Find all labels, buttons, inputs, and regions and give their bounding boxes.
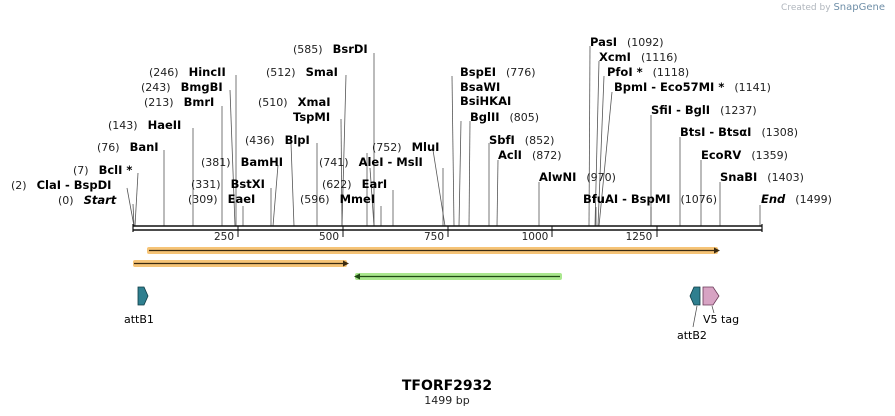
enzyme-label-end[interactable]: End (1499) xyxy=(761,192,832,206)
enzyme-label-bspei[interactable]: BspEI (776) xyxy=(460,65,536,79)
tick-label-750: 750 xyxy=(424,231,444,243)
enzyme-label-smai[interactable]: (512) SmaI xyxy=(266,65,338,79)
enzyme-label-xcmi[interactable]: XcmI (1116) xyxy=(599,50,678,64)
orf-features xyxy=(133,247,720,280)
enzyme-label-bpmi[interactable]: BpmI - Eco57MI * (1141) xyxy=(614,80,771,94)
enzyme-label-bmgbi[interactable]: (243) BmgBI xyxy=(141,80,223,94)
tick-label-250: 250 xyxy=(214,231,234,243)
enzyme-label-xmai[interactable]: (510) XmaI xyxy=(258,95,330,109)
enzyme-label-haeii[interactable]: (143) HaeII xyxy=(108,118,181,132)
enzyme-label-bani[interactable]: (76) BanI xyxy=(97,140,159,154)
v5-tag-arrow-icon[interactable] xyxy=(702,286,720,306)
enzyme-label-hincii[interactable]: (246) HincII xyxy=(149,65,226,79)
enzyme-label-alei[interactable]: (741) AleI - MslI xyxy=(319,155,423,169)
enzyme-label-bglii[interactable]: BglII (805) xyxy=(470,110,539,124)
enzyme-label-eari[interactable]: (622) EarI xyxy=(322,177,387,191)
enzyme-label-bcli[interactable]: (7) BclI * xyxy=(73,163,132,177)
orf-1-arrow-icon xyxy=(714,247,720,254)
enzyme-labels: (0) Start (2) ClaI - BspDI (7) BclI * (76) B… xyxy=(11,35,832,207)
enzyme-label-bsawi[interactable]: BsaWI xyxy=(460,80,500,94)
enzyme-label-sbfi[interactable]: SbfI (852) xyxy=(489,133,554,147)
ruler: 250 500 750 1000 1250 xyxy=(214,226,658,243)
v5-tag-label: V5 tag xyxy=(703,313,739,326)
enzyme-label-bsrdi[interactable]: (585) BsrDI xyxy=(293,42,368,56)
tick-label-1250: 1250 xyxy=(626,231,653,243)
enzyme-label-bsihkai[interactable]: BsiHKAI xyxy=(460,94,511,108)
snapgene-brand: Created by SnapGene xyxy=(781,2,885,13)
enzyme-label-bstxi[interactable]: (331) BstXI xyxy=(191,177,265,191)
created-by-text: Created by xyxy=(781,3,831,13)
enzyme-label-ecorv[interactable]: EcoRV (1359) xyxy=(701,148,788,162)
snapgene-logo-text: SnapGene xyxy=(833,2,885,13)
sequence-length: 1499 bp xyxy=(424,394,469,407)
enzyme-label-snabi[interactable]: SnaBI (1403) xyxy=(720,170,804,184)
enzyme-label-start[interactable]: (0) Start xyxy=(58,193,117,207)
tick-label-1000: 1000 xyxy=(522,231,549,243)
attb1-label: attB1 xyxy=(124,313,154,326)
orf-3-arrow-icon xyxy=(354,273,360,280)
enzyme-label-btsi[interactable]: BtsI - BtsαI (1308) xyxy=(680,125,798,139)
enzyme-label-acli[interactable]: AclI (872) xyxy=(498,148,562,162)
enzyme-label-tspmi[interactable]: TspMI xyxy=(293,110,330,124)
enzyme-label-blpi[interactable]: (436) BlpI xyxy=(245,133,310,147)
enzyme-label-bfuai[interactable]: BfuAI - BspMI (1076) xyxy=(583,192,717,206)
enzyme-label-bamhi[interactable]: (381) BamHI xyxy=(201,155,283,169)
attb2-arrow-icon[interactable] xyxy=(689,286,701,306)
leader-lines xyxy=(126,45,761,227)
enzyme-label-mlui[interactable]: (752) MluI xyxy=(372,140,439,154)
sequence-title: TFORF2932 xyxy=(402,378,492,394)
enzyme-label-sfii[interactable]: SfiI - BglI (1237) xyxy=(651,103,757,117)
orf-2-arrow-icon xyxy=(343,260,349,267)
enzyme-label-alwni[interactable]: AlwNI (970) xyxy=(539,170,616,184)
attb1-arrow-icon[interactable] xyxy=(137,286,149,306)
enzyme-label-eaei[interactable]: (309) EaeI xyxy=(188,192,255,206)
attb2-label: attB2 xyxy=(677,329,707,342)
enzyme-label-pasi[interactable]: PasI (1092) xyxy=(590,35,664,49)
feature-arrows: attB1 attB2 V5 tag xyxy=(124,286,739,342)
tick-label-500: 500 xyxy=(319,231,339,243)
enzyme-label-mmei[interactable]: (596) MmeI xyxy=(300,192,375,206)
enzyme-label-bmri[interactable]: (213) BmrI xyxy=(144,95,214,109)
enzyme-label-pfoi[interactable]: PfoI * (1118) xyxy=(607,65,689,79)
enzyme-label-clai[interactable]: (2) ClaI - BspDI xyxy=(11,178,111,192)
